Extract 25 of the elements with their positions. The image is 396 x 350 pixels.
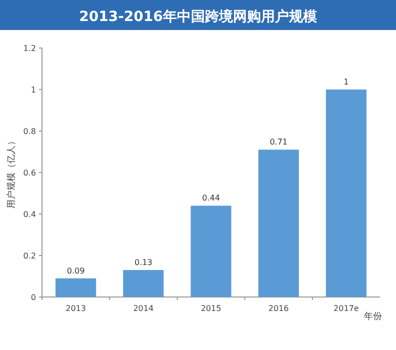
y-tick-label: 1 — [30, 86, 36, 94]
x-tick-label: 2017e — [334, 304, 359, 313]
bar — [123, 270, 164, 297]
bar — [326, 90, 366, 297]
x-tick-label: 2013 — [66, 304, 86, 313]
x-tick-label: 2014 — [133, 304, 154, 313]
y-tick-label: 0.6 — [23, 168, 36, 178]
data-label: 0.13 — [134, 258, 152, 268]
data-label: 0.44 — [202, 194, 220, 203]
y-tick-label: 0.2 — [23, 252, 36, 260]
x-tick-label: 2015 — [200, 304, 222, 313]
chart-title: 2013-2016年中国跨境网购用户规模 — [79, 8, 318, 25]
y-tick-label: 0.8 — [23, 127, 36, 136]
bar — [190, 206, 232, 297]
x-tick-label: 2016 — [268, 304, 289, 313]
data-label: 0.71 — [270, 138, 288, 147]
bar — [56, 278, 96, 297]
data-label: 0.09 — [66, 266, 85, 276]
data-label: 1 — [344, 78, 349, 86]
bar — [258, 150, 299, 297]
y-tick-label: 0 — [30, 293, 36, 302]
y-tick-label: 0.4 — [23, 210, 36, 219]
y-axis-title: 用户规模（亿人） — [6, 136, 17, 208]
x-axis-title: 年份 — [364, 311, 382, 322]
y-tick-label: 1.2 — [23, 44, 36, 53]
